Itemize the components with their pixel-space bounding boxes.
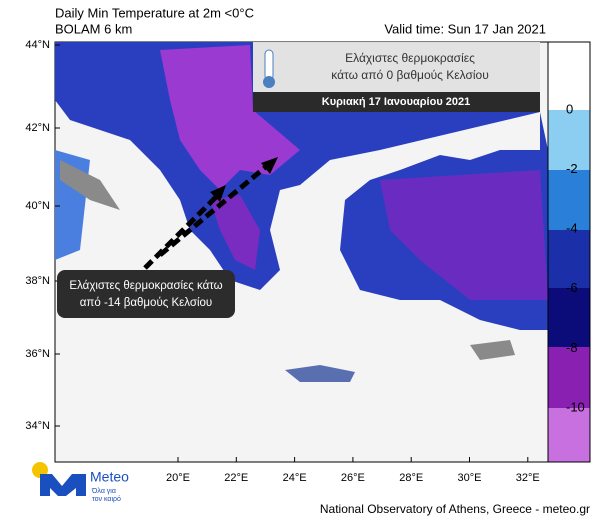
- arrow: [143, 193, 220, 270]
- lat-label: 36°N: [25, 348, 50, 360]
- annotation-line: Ελάχιστες θερμοκρασίες κάτω: [69, 280, 222, 292]
- valid-time: Valid time: Sun 17 Jan 2021: [384, 21, 546, 36]
- lat-label: 42°N: [25, 122, 50, 134]
- overlay-date: Κυριακή 17 Ιανουαρίου 2021: [322, 96, 471, 108]
- logo: Meteo Όλα για τον καιρό: [32, 462, 129, 503]
- overlay-line: Ελάχιστες θερμοκρασίες: [345, 51, 475, 65]
- arrow-head: [261, 157, 278, 174]
- arrow: [158, 163, 270, 257]
- land-cold: [160, 45, 300, 190]
- lon-label: 28°E: [399, 472, 423, 484]
- island: [285, 365, 355, 382]
- lon-label: 24°E: [283, 472, 307, 484]
- overlay-line: κάτω από 0 βαθμούς Κελσίου: [331, 68, 489, 82]
- colorbar-ticks: 0 -2 -4 -6 -8 -10: [566, 101, 585, 414]
- lon-label: 30°E: [458, 472, 482, 484]
- color-band: [548, 408, 590, 462]
- land-cold: [210, 195, 260, 270]
- color-band: [548, 288, 590, 347]
- logo-tagline: Όλα για: [91, 488, 116, 495]
- color-band: [548, 230, 590, 288]
- arrow-head: [210, 185, 226, 202]
- land-cyprus: [470, 340, 515, 360]
- color-band: [548, 347, 590, 408]
- lon-label: 26°E: [341, 472, 365, 484]
- overlay-date-bar: [253, 92, 540, 112]
- lat-labels: 44°N 42°N 40°N 38°N 36°N 34°N: [25, 39, 60, 432]
- thermometer-bulb: [263, 76, 275, 88]
- title: Daily Min Temperature at 2m <0°C: [55, 5, 254, 20]
- logo-mark: [40, 474, 86, 496]
- lat-label: 34°N: [25, 420, 50, 432]
- land-cold: [380, 170, 548, 300]
- overlay-box: [253, 42, 540, 92]
- annotation-line: από -14 βαθμούς Κελσίου: [80, 297, 212, 309]
- colorbar-tick-label: -8: [566, 340, 578, 355]
- colorbar-tick-label: -4: [566, 221, 578, 236]
- logo-name: Meteo: [90, 469, 129, 485]
- footer: National Observatory of Athens, Greece -…: [320, 502, 590, 516]
- lon-label: 22°E: [224, 472, 248, 484]
- colorbar: [547, 41, 591, 463]
- lat-label: 44°N: [25, 39, 50, 51]
- logo-tagline: τον καιρό: [92, 495, 121, 503]
- lon-labels: 20°E 22°E 24°E 26°E 28°E 30°E 32°E: [166, 457, 540, 484]
- color-band: [548, 110, 590, 170]
- lat-label: 38°N: [25, 275, 50, 287]
- colorbar-tick-label: 0: [566, 101, 573, 116]
- colorbar-frame: [547, 41, 591, 463]
- color-band: [548, 42, 590, 110]
- colorbar-tick-label: -2: [566, 161, 578, 176]
- lon-label: 32°E: [516, 472, 540, 484]
- color-band: [548, 170, 590, 230]
- lon-label: 20°E: [166, 472, 190, 484]
- thermometer: [264, 49, 274, 81]
- colorbar-tick-label: -10: [566, 399, 585, 414]
- annotation-box: [57, 270, 235, 318]
- lat-label: 40°N: [25, 200, 50, 212]
- subtitle: BOLAM 6 km: [55, 21, 132, 36]
- colorbar-tick-label: -6: [566, 280, 578, 295]
- overlay: Ελάχιστες θερμοκρασίες κάτω από 0 βαθμού…: [253, 42, 540, 112]
- annotation: Ελάχιστες θερμοκρασίες κάτω από -14 βαθμ…: [57, 157, 278, 318]
- land-italy: [60, 160, 120, 210]
